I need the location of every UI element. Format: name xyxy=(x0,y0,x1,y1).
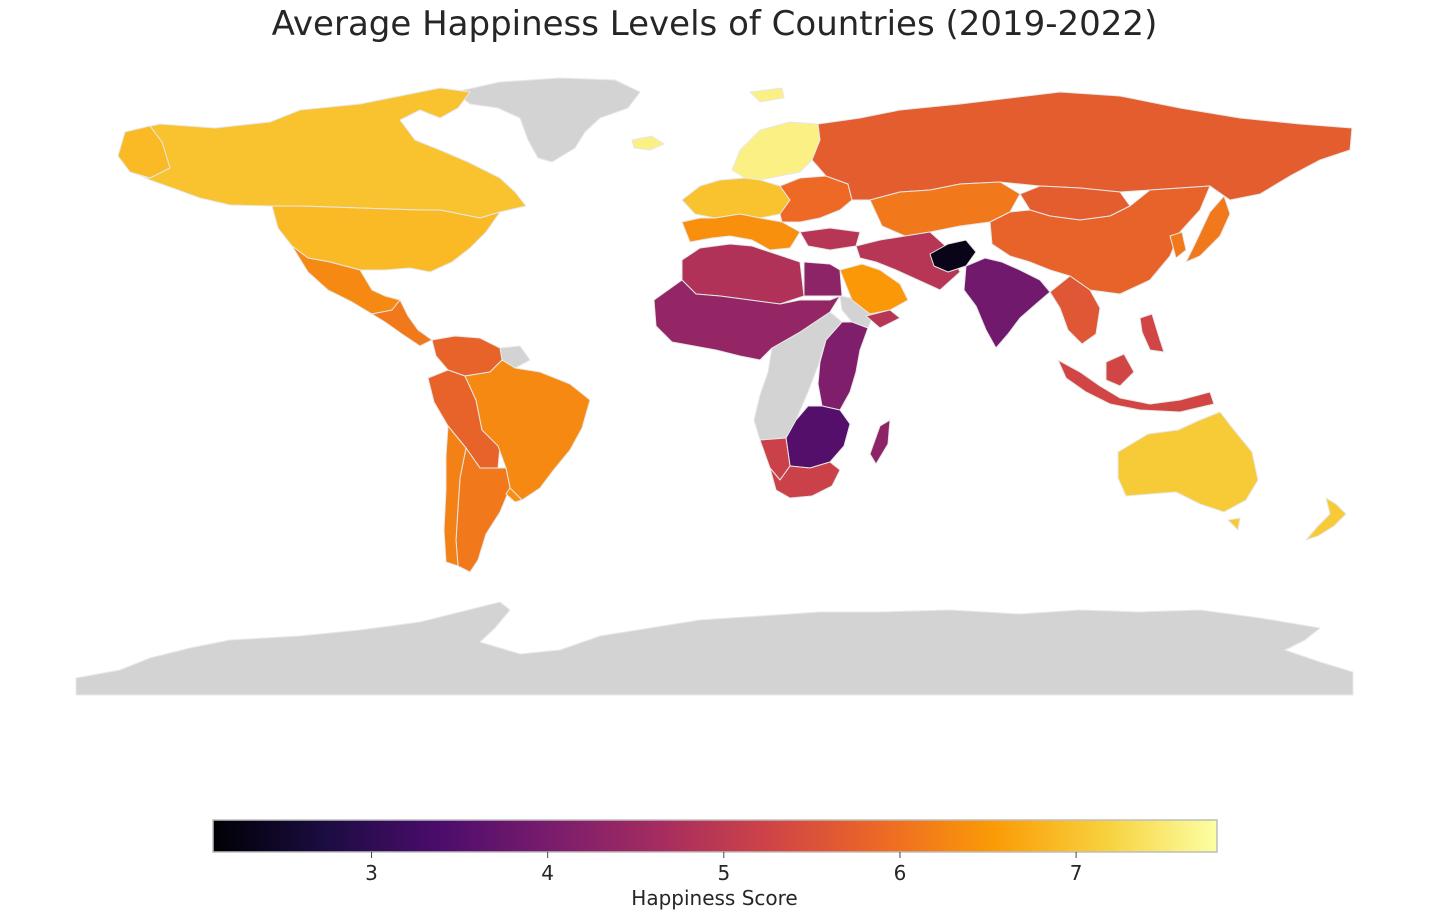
region-western-europe xyxy=(681,177,791,219)
region-south-africa xyxy=(769,461,841,499)
region-iceland xyxy=(631,135,665,151)
region-southeast-asia xyxy=(1049,275,1101,345)
region-brazil xyxy=(464,359,591,501)
region-korea xyxy=(1169,231,1187,259)
colorbar xyxy=(212,819,1218,853)
colorbar-tick-label: 4 xyxy=(541,861,554,885)
region-west-africa xyxy=(653,279,841,361)
map-regions xyxy=(75,77,1354,696)
colorbar-tick-label: 7 xyxy=(1070,861,1083,885)
region-japan xyxy=(1185,195,1231,263)
colorbar-label: Happiness Score xyxy=(631,886,798,910)
colorbar-tick-label: 3 xyxy=(365,861,378,885)
region-svalbard xyxy=(749,87,785,103)
region-uruguay xyxy=(505,487,523,503)
region-chile xyxy=(443,425,467,567)
region-peru-bolivia xyxy=(427,369,501,469)
region-borneo xyxy=(1105,353,1135,387)
region-greenland xyxy=(454,77,641,163)
region-new-zealand xyxy=(1305,497,1347,541)
region-southern-europe xyxy=(681,213,801,251)
colorbar-tick-label: 5 xyxy=(717,861,730,885)
region-afghanistan xyxy=(929,239,977,273)
region-tasmania xyxy=(1227,517,1241,531)
region-central-america xyxy=(371,299,433,347)
region-india xyxy=(963,257,1051,349)
region-turkey xyxy=(799,227,861,251)
region-eastern-europe xyxy=(779,175,853,223)
region-indonesia xyxy=(1057,359,1215,413)
region-central-africa-nodata xyxy=(753,311,843,441)
region-nordic xyxy=(731,121,821,181)
region-saudi-arabia xyxy=(839,263,909,315)
region-antarctica xyxy=(75,601,1354,696)
region-iran-middle-east xyxy=(855,231,961,291)
colorbar-ticks: 3 4 5 6 7 xyxy=(365,852,1082,885)
region-russia xyxy=(811,91,1353,201)
region-yemen xyxy=(865,309,901,329)
colorbar-tick-label: 6 xyxy=(894,861,907,885)
region-egypt xyxy=(803,261,843,297)
region-australia xyxy=(1117,411,1259,513)
region-madagascar xyxy=(869,419,891,465)
region-canada xyxy=(119,87,527,219)
region-china xyxy=(989,185,1211,295)
region-east-africa xyxy=(817,321,869,411)
map-title: Average Happiness Levels of Countries (2… xyxy=(271,4,1158,44)
region-philippines xyxy=(1139,313,1165,353)
region-alaska xyxy=(117,125,171,179)
